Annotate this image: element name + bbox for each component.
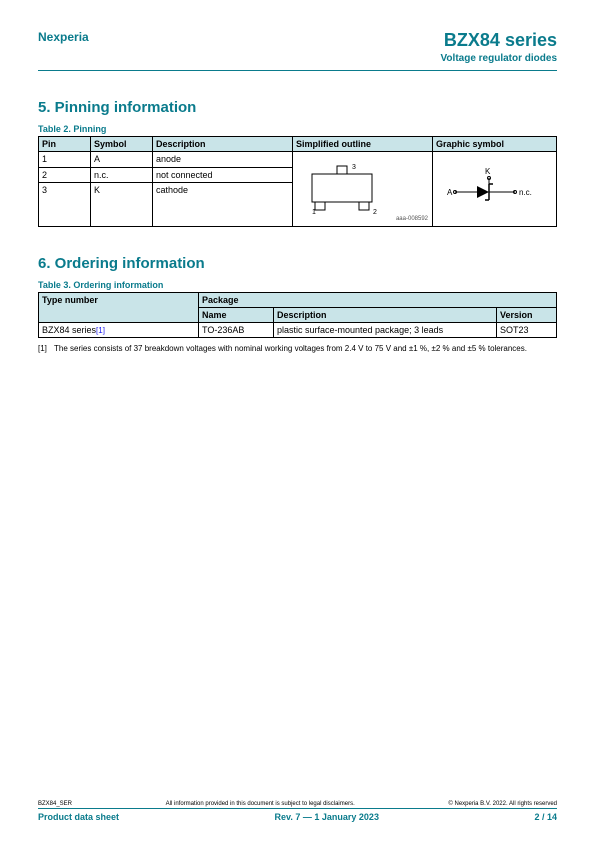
outline-ref: aaa-008592: [297, 216, 428, 222]
section6-heading: 6. Ordering information: [38, 255, 557, 272]
col-pin: Pin: [39, 137, 91, 152]
footer-copyright: © Nexperia B.V. 2022. All rights reserve…: [448, 801, 557, 807]
svg-text:1: 1: [312, 209, 316, 216]
cell-pkgdesc: plastic surface-mounted package; 3 leads: [274, 323, 497, 338]
cell-sym-2: n.c.: [91, 167, 153, 183]
col-typenumber: Type number: [39, 293, 199, 323]
footer-left: Product data sheet: [38, 812, 119, 822]
cell-desc-1: anode: [153, 152, 293, 168]
col-graphic: Graphic symbol: [433, 137, 557, 152]
footer-center: Rev. 7 — 1 January 2023: [275, 812, 379, 822]
cell-pin-2: 2: [39, 167, 91, 183]
page-header: Nexperia BZX84 series Voltage regulator …: [38, 30, 557, 71]
outline-diagram: 3 1 2: [297, 156, 387, 216]
col-package: Package: [199, 293, 557, 308]
cell-typenum: BZX84 series[1]: [39, 323, 199, 338]
footer-disclaimer: All information provided in this documen…: [166, 801, 355, 807]
table2-caption: Table 2. Pinning: [38, 124, 557, 134]
zener-symbol: K A n.c.: [437, 164, 537, 214]
col-symbol: Symbol: [91, 137, 153, 152]
col-outline: Simplified outline: [293, 137, 433, 152]
cell-sym-3: K: [91, 183, 153, 227]
col-name: Name: [199, 308, 274, 323]
footnote: [1] The series consists of 37 breakdown …: [38, 344, 557, 353]
footnote-text: The series consists of 37 breakdown volt…: [54, 344, 527, 353]
doc-subtitle: Voltage regulator diodes: [441, 53, 558, 64]
brand-name: Nexperia: [38, 30, 89, 44]
footer-docid: BZX84_SER: [38, 801, 72, 807]
col-description: Description: [153, 137, 293, 152]
graphic-symbol-cell: K A n.c.: [433, 152, 557, 227]
svg-text:n.c.: n.c.: [519, 188, 532, 197]
section5-heading: 5. Pinning information: [38, 99, 557, 116]
cell-pin-3: 3: [39, 183, 91, 227]
svg-text:K: K: [485, 167, 491, 176]
title-block: BZX84 series Voltage regulator diodes: [441, 30, 558, 64]
page-footer: BZX84_SER All information provided in th…: [38, 801, 557, 822]
svg-text:2: 2: [373, 209, 377, 216]
simplified-outline-cell: 3 1 2 aaa-008592: [293, 152, 433, 227]
pinning-table: Pin Symbol Description Simplified outlin…: [38, 136, 557, 227]
doc-title: BZX84 series: [441, 30, 558, 51]
cell-desc-2: not connected: [153, 167, 293, 183]
cell-pin-1: 1: [39, 152, 91, 168]
svg-text:A: A: [447, 188, 453, 197]
typenum-text: BZX84 series: [42, 325, 96, 335]
cell-name: TO-236AB: [199, 323, 274, 338]
footnote-ref: [1]: [96, 326, 105, 335]
cell-desc-3: cathode: [153, 183, 293, 227]
ordering-table: Type number Package Name Description Ver…: [38, 292, 557, 338]
cell-sym-1: A: [91, 152, 153, 168]
table3-caption: Table 3. Ordering information: [38, 280, 557, 290]
footnote-num: [1]: [38, 344, 54, 353]
svg-text:3: 3: [352, 164, 356, 171]
footer-right: 2 / 14: [534, 812, 557, 822]
cell-version: SOT23: [497, 323, 557, 338]
col-desc: Description: [274, 308, 497, 323]
col-version: Version: [497, 308, 557, 323]
